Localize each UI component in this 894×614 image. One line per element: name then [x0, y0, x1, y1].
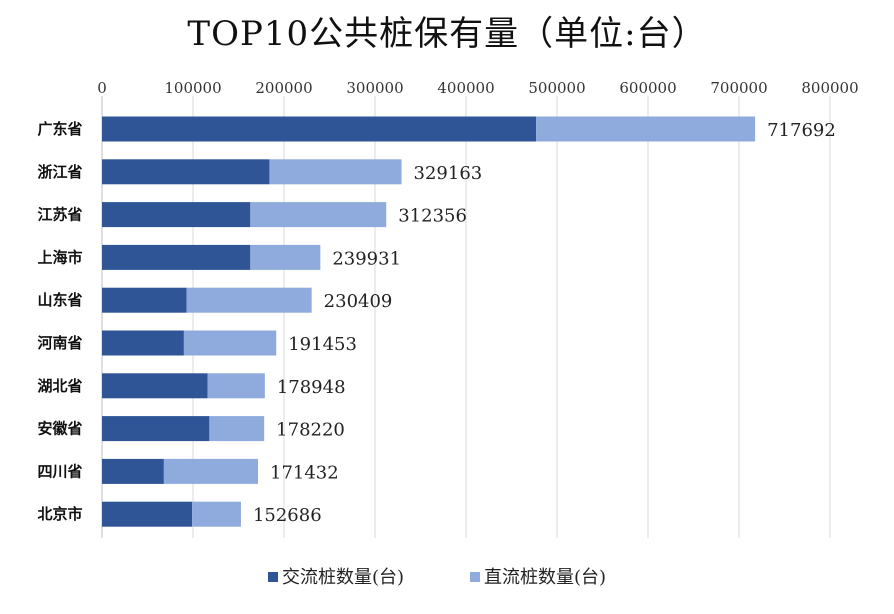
bar-ac [102, 416, 210, 442]
x-tick-label: 200000 [255, 79, 312, 97]
x-axis-ticks: 0 100000 200000 300000 400000 500000 600000 700… [97, 79, 858, 97]
x-tick-label: 500000 [528, 79, 585, 97]
data-label-total: 312356 [398, 206, 467, 227]
category-label: 上海市 [37, 248, 82, 266]
category-label: 安徽省 [37, 420, 82, 438]
chart-title: TOP10公共桩保有量（单位:台） [187, 14, 707, 54]
bar-dc [186, 287, 312, 313]
x-tick-label: 600000 [619, 79, 676, 97]
legend: 交流桩数量(台) 直流桩数量(台) [268, 567, 606, 588]
category-label: 湖北省 [37, 377, 82, 395]
bar-dc [250, 244, 321, 270]
x-tick-label: 700000 [710, 79, 767, 97]
bar-dc [269, 159, 402, 185]
legend-label: 交流桩数量(台) [282, 567, 404, 588]
bar-dc [183, 330, 277, 356]
bar-ac [102, 244, 251, 270]
bar-ac [102, 159, 270, 185]
data-label-total: 191453 [288, 334, 357, 355]
bars [102, 116, 756, 527]
category-label: 山东省 [37, 291, 82, 309]
bar-ac [102, 202, 251, 228]
category-label: 河南省 [37, 334, 82, 352]
x-tick-label: 100000 [164, 79, 221, 97]
bar-dc [250, 202, 387, 228]
bar-ac [102, 116, 537, 142]
bar-ac [102, 458, 164, 484]
legend-label: 直流桩数量(台) [484, 567, 606, 588]
data-label-total: 178220 [276, 420, 345, 441]
data-label-total: 717692 [767, 120, 836, 141]
data-label-total: 152686 [253, 505, 322, 526]
x-tick-label: 0 [97, 79, 107, 97]
x-tick-label: 300000 [346, 79, 403, 97]
data-label-total: 230409 [324, 291, 393, 312]
data-label-total: 178948 [277, 377, 346, 398]
data-label-total: 171432 [270, 462, 339, 483]
data-label-total: 329163 [414, 163, 483, 184]
bar-dc [536, 116, 756, 142]
category-label: 四川省 [37, 462, 82, 480]
bar-ac [102, 501, 193, 527]
legend-swatch [268, 572, 278, 582]
data-labels: 717692 329163 312356 239931 230409 191453 1789… [253, 120, 836, 526]
bar-dc [207, 373, 265, 399]
category-label: 浙江省 [37, 163, 82, 181]
bar-dc [192, 501, 241, 527]
legend-swatch [470, 572, 480, 582]
x-tick-label: 800000 [801, 79, 858, 97]
bar-ac [102, 373, 208, 399]
category-label: 江苏省 [37, 206, 82, 224]
category-label: 北京市 [37, 505, 82, 523]
x-tick-label: 400000 [437, 79, 494, 97]
bar-ac [102, 330, 184, 356]
category-label: 广东省 [37, 120, 82, 138]
bar-ac [102, 287, 187, 313]
bar-dc [209, 416, 265, 442]
data-label-total: 239931 [332, 248, 401, 269]
bar-dc [163, 458, 259, 484]
